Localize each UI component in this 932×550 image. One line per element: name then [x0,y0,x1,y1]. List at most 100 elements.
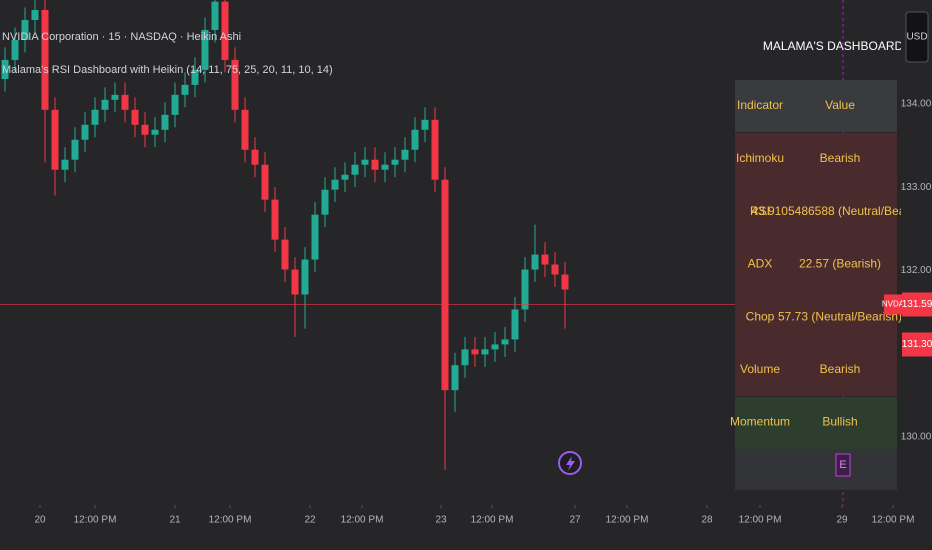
candle-body [301,259,309,295]
x-tick-label: 22 [304,515,316,526]
dashboard: MALAMA'S DASHBOARD Indicator Value Ichimok… [730,39,929,490]
earnings-box[interactable] [835,453,851,477]
symbol-label: NVDA [882,300,905,309]
header-cell: Value [825,98,855,112]
x-tick-label: 23 [435,515,447,526]
candle-body [381,164,389,170]
candle-body [271,199,279,240]
x-tick-label: 12:00 PM [74,515,117,526]
indicator-cell: Momentum [730,415,790,429]
x-tick-label: 12:00 PM [341,515,384,526]
x-tick-label: 12:00 PM [606,515,649,526]
candle-body [171,94,179,115]
price-axis [901,0,932,550]
candle-body [241,109,249,150]
candle-body [551,264,559,275]
y-tick-label: 132.00 [901,265,932,276]
x-tick-label: 12:00 PM [209,515,252,526]
plot [0,0,900,471]
x-tick-label: 21 [169,515,181,526]
currency-button[interactable] [905,11,929,63]
candle-body [471,349,479,355]
candle-body [371,159,379,170]
candle-body [481,349,489,355]
candle-body [511,309,519,340]
header-row [735,80,897,132]
currency: USD [906,32,927,43]
y-tick-label: 134.00 [901,99,932,110]
y-tick-label: 133.00 [901,182,932,193]
candle-body [401,149,409,160]
price-tag-label: 131.30 [902,339,932,350]
price-tag-label: 131.59 [902,299,932,310]
candle-body [451,365,459,391]
candle-body [121,94,129,110]
candle-body [501,339,509,345]
candle-body [181,84,189,95]
indicator-cell: ADX [748,257,773,271]
candle-body [201,29,209,70]
x-tick-label: 12:00 PM [739,515,782,526]
candle-body [421,119,429,130]
dashboard-title: MALAMA'S DASHBOARD [763,39,904,53]
candle-body [11,39,19,60]
x-tick-label: 12:00 PM [471,515,514,526]
candle-body [211,1,219,30]
axes: 134.00 133.00 132.00 130.00 20 12:00 PM 21 12:0… [34,99,932,526]
candle-body [221,1,229,60]
candle-body [561,274,569,290]
candle-body [81,124,89,140]
candle-body [531,254,539,270]
value-cell: Bearish [820,151,861,165]
x-tick-label: 27 [569,515,581,526]
candle-body [521,269,529,310]
earnings-label: E [839,459,846,471]
legend-title: NVIDIA Corporation · 15 · NASDAQ · Heiki… [2,31,241,43]
candle-body [431,119,439,180]
lightning-glyph [566,456,575,471]
x-tick-label: 29 [836,515,848,526]
candle-body [21,19,29,40]
candle-body [261,164,269,200]
bullish-row [735,397,897,449]
candle-body [101,99,109,110]
price-tag [902,292,932,317]
x-tick-label: 12:00 PM [872,515,915,526]
indicator-cell: Volume [740,362,780,376]
bearish-rows [735,133,897,396]
indicator-title: Malama's RSI Dashboard with Heikin (14, … [2,64,333,76]
value-cell: Bearish [820,362,861,376]
candle-body [31,9,39,20]
candle-body [1,59,9,80]
candle-body [281,239,289,270]
candle-body [41,9,49,110]
candle-body [311,214,319,260]
candle-body [541,254,549,265]
value-cell: 22.57 (Bearish) [799,257,881,271]
candle-body [91,109,99,125]
candle-body [71,139,79,160]
value-cell: 43.9105486588 (Neutral/Bearish) [751,204,928,218]
x-tick-label: 20 [34,515,46,526]
candle-body [351,164,359,175]
indicator-cell: RSI [750,204,770,218]
price-tag [902,332,932,357]
candle-body [141,124,149,135]
header-cell: Indicator [737,98,783,112]
candle-body [441,179,449,391]
candle-body [231,59,239,110]
candle-body [291,269,299,295]
indicator-cell: Chop [746,309,775,323]
symbol-tag [884,294,902,315]
candle-body [321,189,329,215]
candle-body [341,174,349,180]
candle-body [161,114,169,130]
x-tick-label: 28 [701,515,713,526]
candle-body [191,69,199,85]
candle-body [51,109,59,170]
footer-row [735,449,897,490]
candle-body [491,344,499,350]
dashboard-rows: Indicator Value Ichimoku Bearish RSI43.91054… [730,98,929,429]
